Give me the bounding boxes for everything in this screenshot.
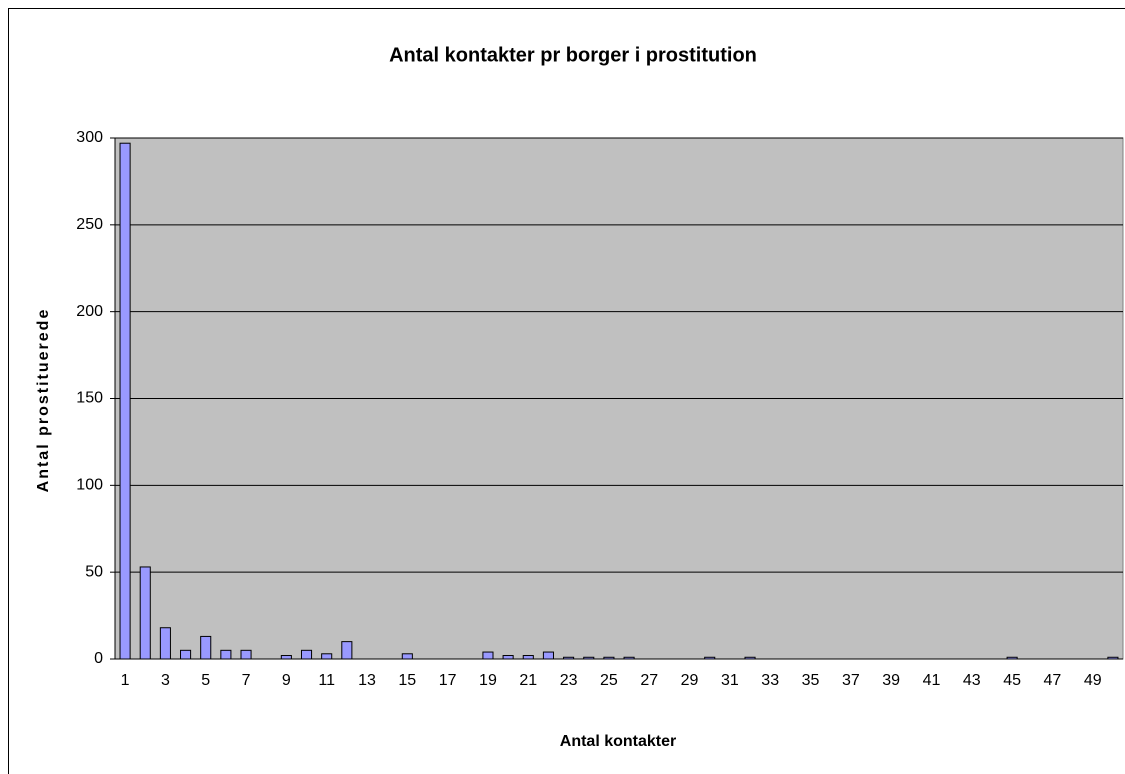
y-tick-label: 250 [76,216,103,233]
x-tick-label: 7 [242,672,251,689]
x-tick-label: 45 [1003,672,1021,689]
bar [341,641,353,660]
bar [139,566,151,660]
x-tick-label: 17 [439,672,457,689]
bar [240,649,252,660]
x-tick-label: 21 [519,672,537,689]
x-tick-label: 25 [600,672,618,689]
x-tick-label: 15 [398,672,416,689]
y-tick-label: 150 [76,390,103,407]
x-tick-label: 5 [201,672,210,689]
y-tick-label: 100 [76,477,103,494]
x-tick-label: 9 [282,672,291,689]
bar [200,635,212,660]
bar [119,142,131,660]
bar [401,653,413,660]
bar [280,655,292,660]
bar [321,653,333,660]
y-axis-title: Antal prostituerede [35,308,52,493]
bar [300,649,313,660]
bar [502,655,514,660]
y-tick-label: 0 [94,650,103,667]
x-tick-label: 47 [1044,672,1062,689]
x-tick-label: 37 [842,672,860,689]
bar [180,649,192,660]
x-tick-label: 43 [963,672,981,689]
x-tick-label: 23 [560,672,578,689]
x-tick-label: 29 [681,672,699,689]
x-tick-label: 33 [761,672,779,689]
y-tick-label: 200 [76,303,103,320]
bar [522,655,534,660]
y-tick-label: 50 [85,563,103,580]
x-tick-label: 3 [161,672,170,689]
bar [220,649,232,660]
x-tick-label: 27 [640,672,658,689]
x-tick-label: 49 [1084,672,1102,689]
x-tick-label: 31 [721,672,739,689]
bar [542,651,554,660]
x-tick-label: 35 [802,672,820,689]
x-tick-label: 39 [882,672,900,689]
x-tick-label: 13 [358,672,376,689]
y-tick-label: 300 [76,129,103,146]
x-tick-label: 1 [121,672,130,689]
x-tick-label: 19 [479,672,497,689]
bar [159,627,171,660]
x-axis-title: Antal kontakter [560,733,676,750]
bar [482,651,494,660]
chart-title: Antal kontakter pr borger i prostitution [389,44,757,66]
x-tick-label: 11 [318,672,335,689]
x-tick-label: 41 [923,672,941,689]
